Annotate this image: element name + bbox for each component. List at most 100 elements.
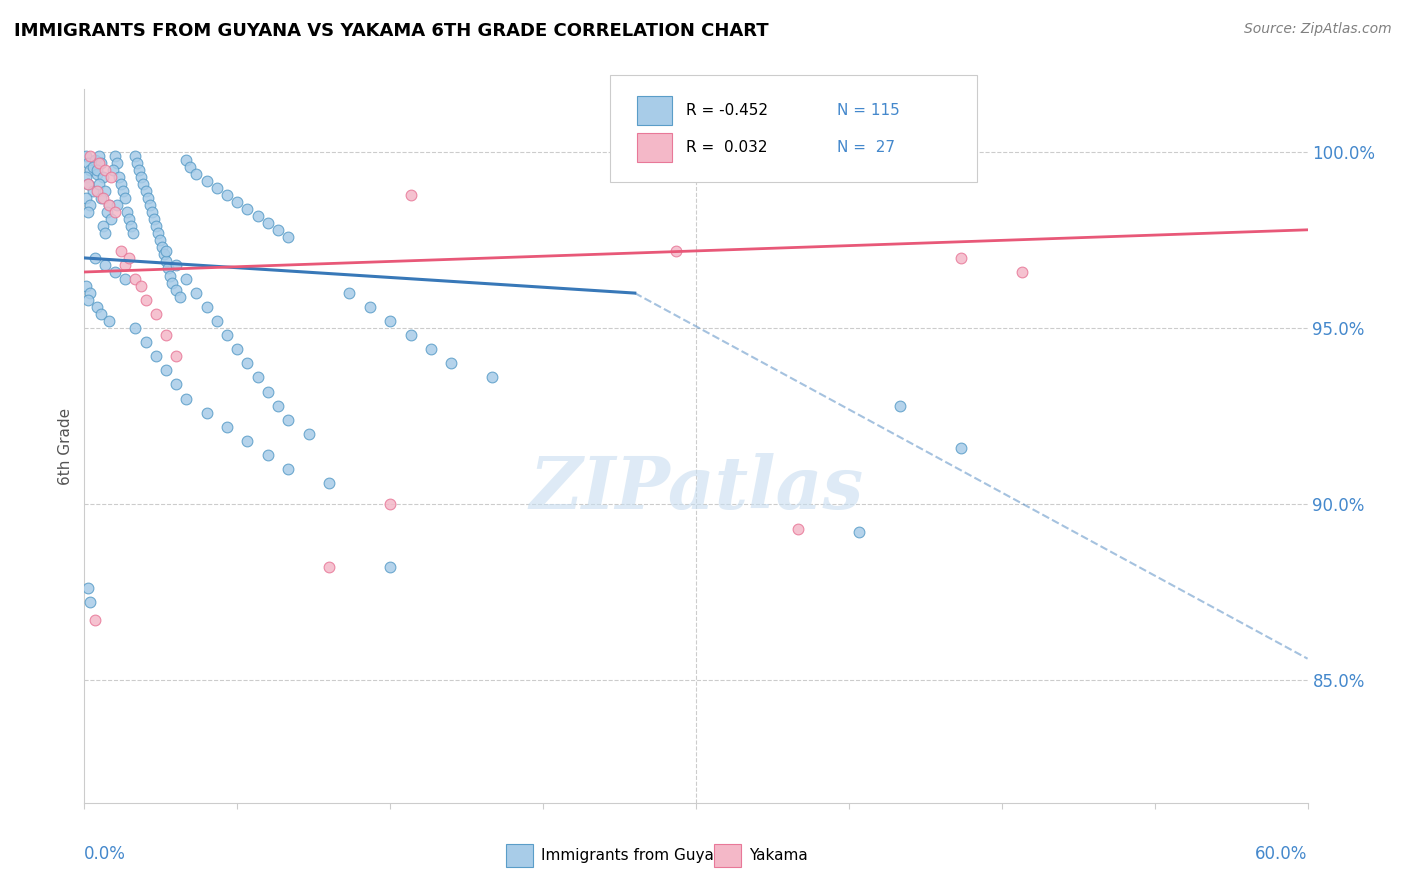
Point (339, 286, 361, 301)
Point (104, 265, 127, 279)
Point (179, 160, 201, 174)
Point (90, 191, 112, 205)
Point (131, 170, 153, 185)
Point (246, 370, 269, 384)
Point (82, 160, 104, 174)
Point (114, 191, 136, 205)
Point (86, 300, 108, 314)
Point (135, 184, 157, 198)
Point (186, 286, 208, 301)
Point (155, 254, 177, 268)
Point (115, 205, 138, 219)
Point (83, 613, 105, 627)
Point (96, 205, 118, 219)
Point (217, 328, 239, 343)
Point (176, 153, 198, 167)
Point (217, 187, 239, 202)
Point (114, 258, 136, 272)
Point (267, 399, 290, 413)
Point (950, 251, 973, 265)
Point (186, 167, 208, 181)
Point (97, 198, 120, 212)
Point (145, 350, 167, 364)
Point (86, 184, 108, 198)
Point (136, 191, 159, 205)
Point (359, 300, 381, 314)
Point (153, 247, 176, 261)
Point (380, 560, 402, 574)
Point (665, 244, 688, 258)
Point (226, 343, 249, 357)
Point (86, 167, 108, 181)
Text: ZIPatlas: ZIPatlas (529, 453, 863, 524)
Point (77, 156, 100, 170)
Point (146, 227, 169, 241)
Point (75, 170, 97, 185)
Text: N = 115: N = 115 (837, 103, 900, 118)
Point (93, 258, 117, 272)
Point (149, 233, 172, 247)
Text: Source: ZipAtlas.com: Source: ZipAtlas.com (1244, 22, 1392, 37)
Point (93, 227, 117, 241)
Point (110, 177, 132, 191)
Y-axis label: 6th Grade: 6th Grade (58, 408, 73, 484)
Point (90, 156, 112, 170)
Point (165, 258, 187, 272)
Point (108, 170, 131, 185)
Point (165, 283, 187, 297)
Point (91, 219, 114, 234)
Point (124, 272, 146, 286)
Point (440, 356, 463, 370)
Text: N =  27: N = 27 (837, 140, 894, 155)
Point (100, 212, 122, 227)
Point (87, 149, 110, 163)
Point (79, 149, 101, 163)
Point (118, 212, 141, 227)
Point (787, 522, 810, 536)
Point (160, 276, 183, 290)
Point (77, 582, 100, 596)
Point (138, 198, 160, 212)
Point (75, 279, 97, 293)
Point (481, 370, 503, 384)
Point (195, 173, 218, 187)
Point (75, 191, 97, 205)
Point (105, 156, 128, 170)
Point (155, 244, 177, 258)
Point (77, 293, 100, 307)
Point (155, 328, 177, 343)
Point (100, 170, 122, 185)
Text: IMMIGRANTS FROM GUYANA VS YAKAMA 6TH GRADE CORRELATION CHART: IMMIGRANTS FROM GUYANA VS YAKAMA 6TH GRA… (14, 22, 769, 40)
Point (176, 392, 198, 406)
Point (79, 198, 101, 212)
Point (318, 560, 340, 574)
Point (127, 156, 149, 170)
Text: 60.0%: 60.0% (1256, 845, 1308, 863)
Point (156, 261, 179, 276)
Point (205, 180, 228, 194)
Point (277, 412, 299, 426)
Point (97, 198, 120, 212)
Point (75, 149, 97, 163)
Point (97, 314, 120, 328)
Point (124, 149, 146, 163)
Text: R =  0.032: R = 0.032 (686, 140, 768, 155)
Point (155, 363, 177, 377)
Point (87, 177, 110, 191)
Point (1011, 265, 1033, 279)
Point (380, 497, 402, 511)
Point (124, 321, 146, 335)
Text: 0.0%: 0.0% (84, 845, 127, 863)
Bar (714, 844, 741, 867)
Point (79, 286, 101, 301)
Point (79, 595, 101, 609)
Point (120, 219, 142, 234)
Point (93, 163, 117, 178)
Point (420, 343, 443, 357)
Point (246, 209, 269, 223)
Point (195, 300, 218, 314)
Point (135, 335, 157, 350)
Point (131, 279, 153, 293)
Point (91, 170, 114, 185)
Point (257, 384, 280, 399)
